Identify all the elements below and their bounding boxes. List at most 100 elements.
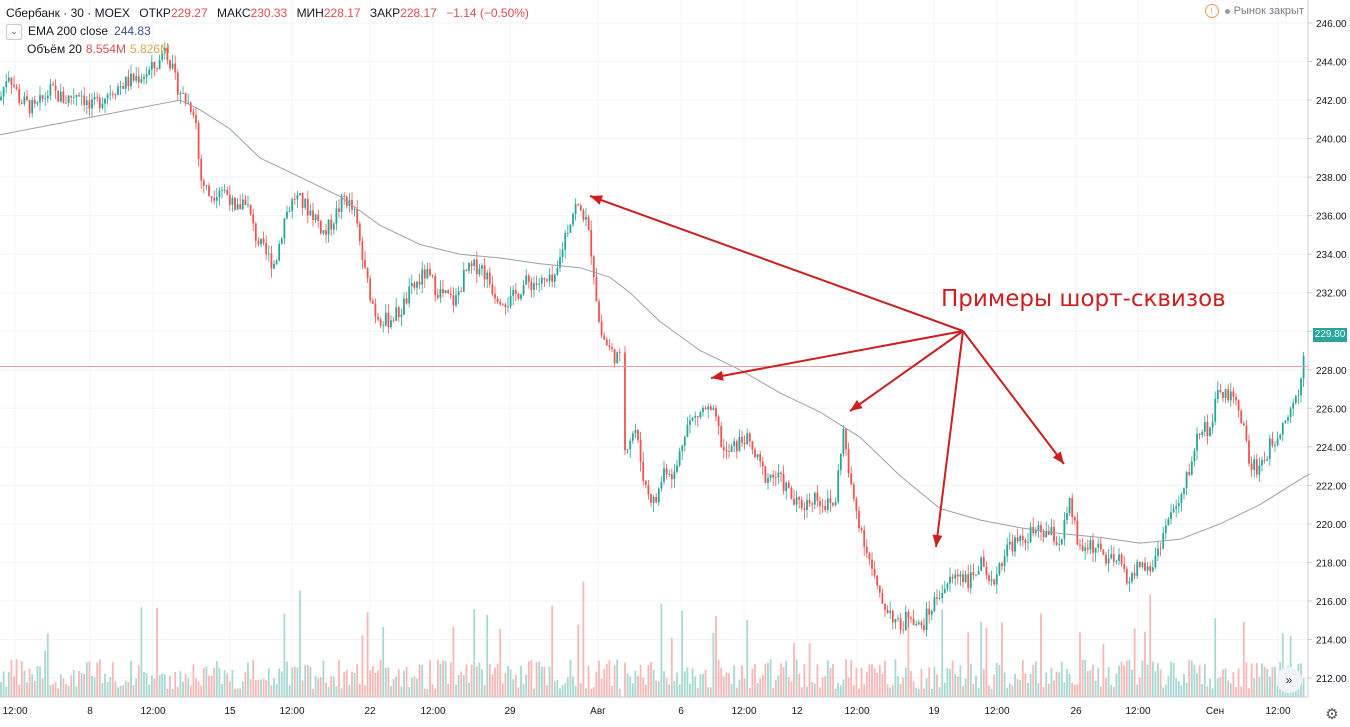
candle-body [941, 592, 944, 599]
volume-bar [1110, 684, 1113, 697]
candle-body [569, 224, 572, 233]
volume-bar [566, 677, 569, 697]
volume-bar [1055, 671, 1058, 697]
candle-body [148, 69, 151, 75]
volume-bar [1253, 677, 1256, 697]
candle-body [985, 566, 988, 576]
time-tick-label: 8 [87, 706, 93, 717]
volume-bar [444, 660, 447, 697]
candle-body [1276, 438, 1279, 446]
candle-body [585, 216, 587, 220]
candle-body [1248, 440, 1250, 464]
volume-bar [161, 673, 164, 697]
candle-body [78, 95, 80, 97]
candle-body [5, 81, 8, 87]
volume-bar [860, 667, 863, 697]
ema-label[interactable]: EMA 200 close [28, 24, 109, 38]
volume-bar [824, 676, 827, 697]
time-tick-label: 22 [364, 706, 376, 717]
candle-body [780, 472, 782, 474]
candle-body [239, 204, 242, 210]
candle-body [1245, 425, 1248, 441]
volume-bar [2, 671, 5, 697]
price-tick-label: 234.00 [1316, 250, 1347, 261]
volume-bar [62, 678, 65, 697]
candle-body [748, 433, 751, 442]
volume-bar [665, 677, 668, 697]
candle-body [897, 618, 899, 620]
candle-body [296, 194, 299, 200]
market-status[interactable]: ! Рынок закрыт [1204, 4, 1304, 18]
volume-bar [109, 677, 112, 697]
volume-bar [847, 677, 850, 697]
candle-body [712, 408, 715, 410]
volume-bar [436, 659, 439, 697]
candle-body [800, 499, 803, 509]
chevron-down-icon[interactable]: ⌄ [6, 23, 22, 40]
volume-bar [1084, 659, 1087, 697]
volume-bar [829, 668, 832, 697]
candle-body [522, 284, 525, 295]
candle-body [158, 59, 161, 69]
volume-bar [681, 610, 684, 697]
annotation-arrow-head [932, 534, 943, 547]
volume-bar [28, 668, 31, 697]
volume-bar [897, 676, 899, 697]
candle-body [59, 91, 62, 102]
volume-bar [626, 673, 629, 697]
candle-body [104, 98, 106, 104]
gear-icon[interactable]: ⚙ [1325, 706, 1339, 723]
volume-bar [1232, 672, 1235, 697]
volume-bar [262, 678, 265, 697]
price-axis[interactable]: 246.00 244.00 242.00 240.00 238.00 236.00 234.… [1308, 19, 1347, 685]
candle-body [465, 269, 468, 271]
candle-body [1050, 526, 1053, 535]
candle-body [839, 453, 842, 471]
candle-body [52, 84, 54, 86]
volume-label[interactable]: Объём 20 [27, 42, 82, 56]
volume-bar [179, 671, 182, 697]
time-axis[interactable]: 12:00 8 12:00 15 12:00 22 12:00 29 Авг 6 12:00 12 12… [2, 706, 1290, 717]
volume-bar [1242, 621, 1245, 697]
candle-body [65, 102, 67, 104]
price-tick-label: 246.00 [1316, 19, 1347, 30]
volume-bar [1076, 684, 1079, 697]
candle-body [143, 76, 145, 80]
volume-bar [878, 664, 881, 697]
candle-body [122, 86, 125, 89]
volume-bar [39, 666, 41, 697]
volume-bar [93, 677, 96, 697]
candle-body [247, 204, 249, 206]
volume-bar [608, 660, 611, 697]
volume-bar [1068, 673, 1071, 697]
volume-bar [78, 670, 80, 697]
volume-bar [260, 679, 262, 697]
candle-body [728, 451, 730, 453]
volume-bar [1183, 673, 1185, 697]
volume-bar [637, 675, 639, 697]
symbol-title[interactable]: Сбербанк · 30 · MOEX [6, 6, 130, 20]
candle-body [556, 268, 559, 275]
volume-bar [733, 665, 736, 697]
volume-bar [187, 678, 190, 697]
candle-body [1190, 461, 1193, 475]
volume-bar [1201, 684, 1204, 697]
candle-body [371, 300, 374, 304]
open-label: ОТКР [139, 6, 171, 20]
volume-bar [540, 666, 543, 697]
scroll-to-end-icon[interactable]: » [1276, 667, 1302, 693]
volume-bar [491, 674, 494, 697]
volume-bar [1180, 685, 1183, 697]
time-tick-label: 29 [504, 706, 516, 717]
candle-body [1102, 549, 1105, 555]
candle-body [582, 210, 585, 220]
candle-body [343, 195, 346, 197]
candle-body [517, 293, 520, 299]
volume-bar [1255, 662, 1258, 697]
volume-bar [494, 667, 496, 697]
volume-bar [1032, 665, 1035, 697]
ema-row: ⌄ EMA 200 close 244.83 [6, 22, 529, 40]
volume-bar [174, 671, 177, 697]
candle-body [455, 295, 457, 306]
